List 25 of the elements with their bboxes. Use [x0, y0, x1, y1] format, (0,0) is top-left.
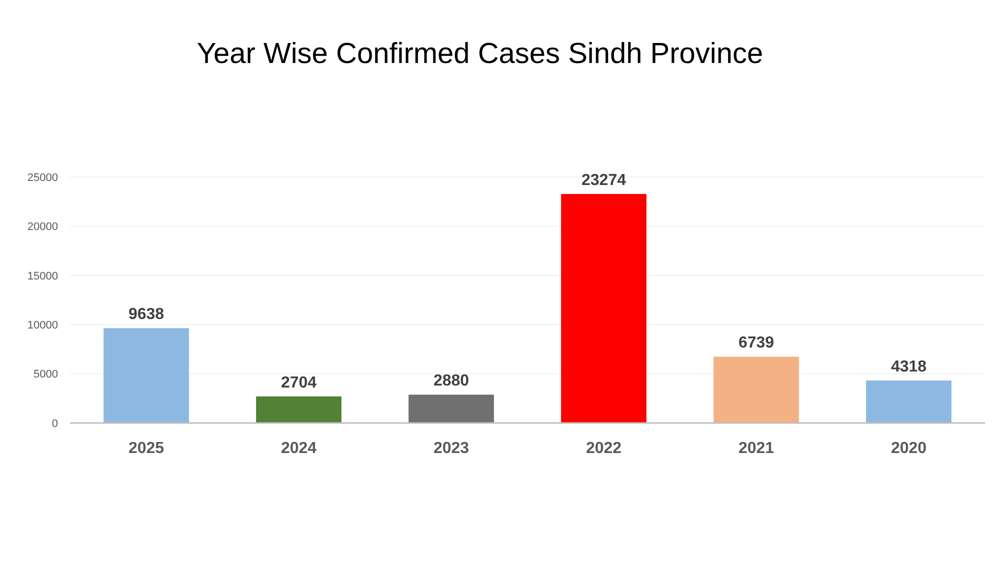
x-tick-label: 2020	[890, 440, 927, 457]
bar	[866, 380, 952, 423]
x-tick-label: 2024	[280, 440, 317, 457]
y-tick-label: 10000	[27, 319, 58, 332]
bar	[104, 328, 189, 423]
data-label: 6739	[738, 334, 774, 352]
bar	[714, 356, 799, 423]
chart-title: Year Wise Confirmed Cases Sindh Province	[196, 38, 764, 70]
y-tick-label: 25000	[27, 172, 58, 184]
x-tick-label: 2023	[433, 440, 470, 457]
y-tick-label: 20000	[27, 221, 58, 234]
y-tick-label: 0	[52, 418, 58, 430]
data-label: 2704	[280, 374, 317, 392]
data-label: 2880	[433, 372, 470, 390]
x-tick-label: 2021	[738, 440, 774, 457]
y-tick-label: 15000	[27, 270, 58, 282]
data-label: 9638	[128, 306, 164, 324]
bar	[408, 394, 494, 423]
bar	[256, 396, 342, 423]
x-tick-label: 2025	[128, 440, 164, 457]
data-label: 23274	[582, 172, 626, 189]
y-tick-label: 5000	[34, 368, 58, 381]
bar	[561, 194, 646, 423]
x-tick-label: 2022	[586, 440, 622, 457]
data-label: 4318	[890, 358, 927, 376]
